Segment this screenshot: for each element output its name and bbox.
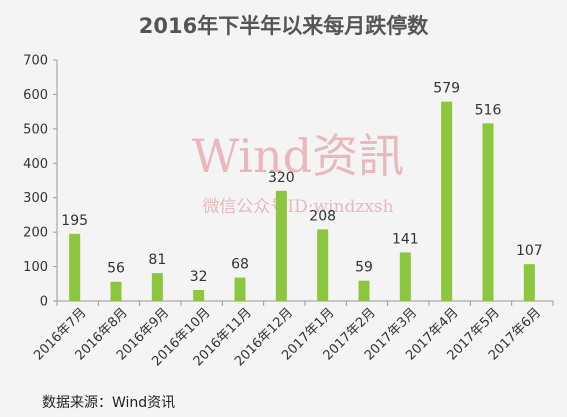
data-label: 516 (475, 102, 502, 118)
bar (399, 252, 411, 301)
bar (523, 264, 535, 301)
chart-title: 2016年下半年以来每月跌停数 (138, 14, 429, 38)
data-label: 68 (231, 257, 249, 273)
bar (234, 277, 246, 301)
y-tick-label: 700 (23, 54, 48, 69)
bar (275, 190, 287, 301)
bar (441, 101, 453, 301)
data-label: 141 (392, 231, 419, 247)
y-tick-label: 200 (23, 226, 48, 241)
data-label: 579 (433, 81, 460, 97)
bar (110, 281, 122, 301)
data-labels: 195 56 81 32 68 320 208 59 141 579 516 107 (61, 81, 542, 285)
y-tick-label: 500 (23, 122, 48, 137)
source-note: 数据来源：Wind资讯 (42, 395, 176, 411)
data-label: 81 (148, 252, 166, 268)
y-tick-label: 400 (23, 157, 48, 172)
bar (482, 123, 494, 301)
data-label: 107 (516, 243, 543, 259)
y-tick-label: 300 (23, 191, 48, 206)
bar (193, 289, 205, 301)
y-tick-label: 600 (23, 88, 48, 103)
watermark-brand: Wind资訊 (192, 129, 404, 183)
data-label: 56 (107, 261, 125, 277)
data-label: 320 (268, 170, 295, 186)
y-tick-label: 100 (23, 260, 48, 275)
bar (358, 280, 370, 301)
bars (69, 101, 535, 301)
data-label: 32 (190, 269, 208, 285)
bar (69, 233, 81, 301)
data-label: 195 (61, 213, 88, 229)
watermark: Wind资訊 微信公众号ID:windzxsh (192, 129, 404, 217)
data-label: 208 (309, 208, 336, 224)
bar (151, 273, 163, 301)
watermark-account: 微信公众号ID:windzxsh (202, 197, 393, 217)
y-tick-label: 0 (40, 295, 48, 310)
bar (317, 229, 329, 301)
data-label: 59 (355, 260, 373, 276)
